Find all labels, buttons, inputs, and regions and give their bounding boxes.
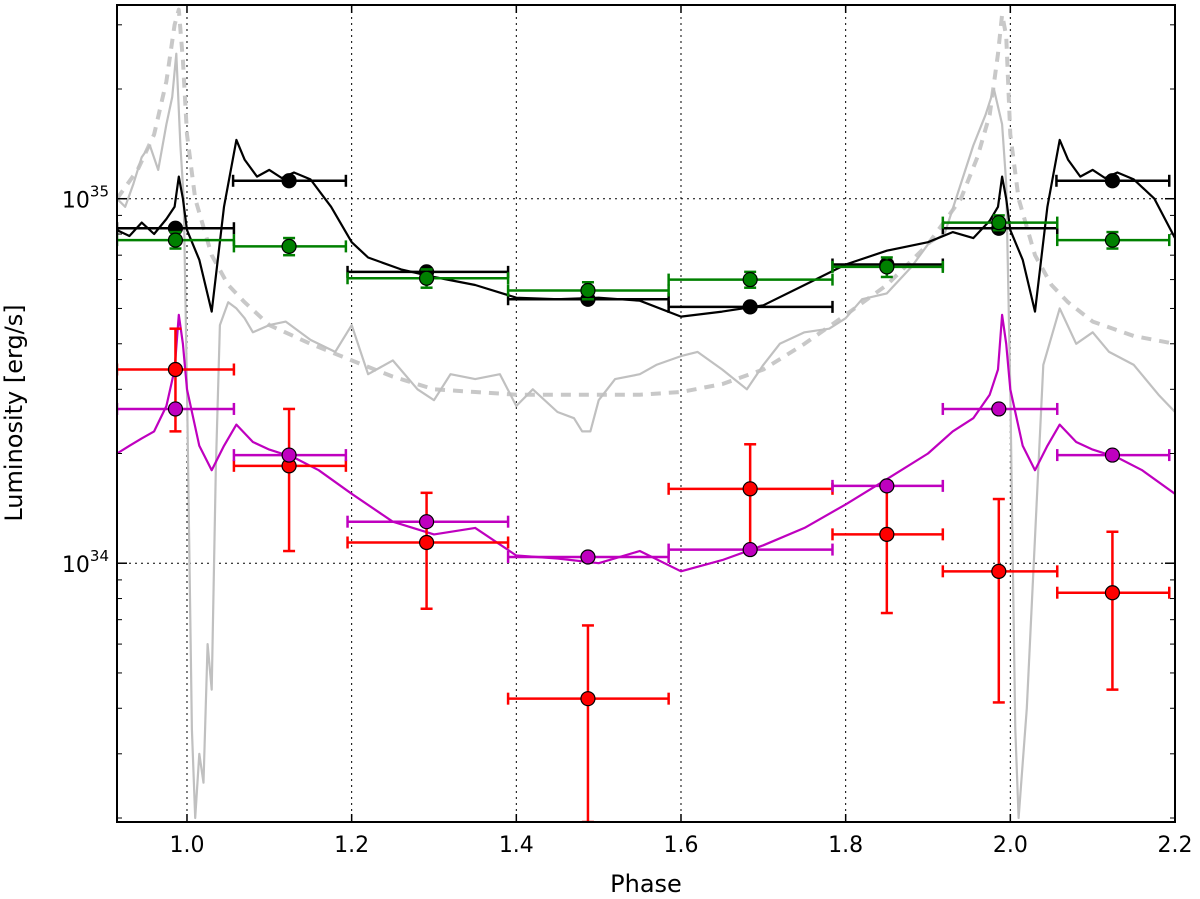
data-point: [879, 259, 895, 275]
data-series: [117, 7, 1175, 822]
y-tick-label: 1034: [62, 547, 109, 578]
data-point: [742, 481, 758, 497]
x-tick-label: 2.0: [993, 833, 1028, 858]
x-tick-label: 2.2: [1158, 833, 1193, 858]
y-tick-label: 1035: [62, 183, 109, 214]
data-point: [580, 549, 596, 565]
x-tick-label: 1.0: [169, 833, 204, 858]
data-point: [742, 271, 758, 288]
data-point: [167, 361, 184, 378]
x-tick-label: 1.6: [663, 833, 698, 858]
data-point: [580, 691, 596, 707]
data-point: [281, 238, 297, 254]
plot-frame: [116, 4, 1176, 823]
data-point: [991, 401, 1007, 417]
data-point: [167, 232, 184, 248]
data-point: [1104, 447, 1121, 463]
data-point: [418, 514, 435, 530]
x-tick-label: 1.2: [334, 833, 369, 858]
data-point: [281, 447, 297, 463]
data-point: [418, 270, 435, 286]
y-tick-base: 10: [62, 189, 90, 214]
x-tick-label: 1.4: [499, 833, 534, 858]
data-point: [418, 534, 435, 551]
data-point: [742, 541, 758, 558]
series-line: [117, 7, 1175, 397]
data-point: [1104, 585, 1121, 601]
data-point: [991, 214, 1007, 231]
data-point: [580, 282, 596, 299]
x-tick-label: 1.8: [828, 833, 863, 858]
data-point: [991, 563, 1007, 579]
x-axis-title: Phase: [610, 870, 682, 898]
data-point: [879, 526, 895, 542]
data-point: [281, 173, 297, 189]
y-tick-base: 10: [62, 553, 90, 578]
y-tick-exponent: 35: [90, 183, 109, 201]
series-line: [117, 52, 1175, 820]
y-axis-title: Luminosity [erg/s]: [0, 304, 28, 521]
y-tick-exponent: 34: [90, 547, 109, 565]
data-point: [1104, 232, 1121, 248]
data-point: [742, 299, 758, 315]
series-line: [117, 138, 1175, 318]
data-point: [167, 401, 184, 417]
data-point: [1104, 173, 1121, 189]
data-point: [879, 478, 895, 494]
